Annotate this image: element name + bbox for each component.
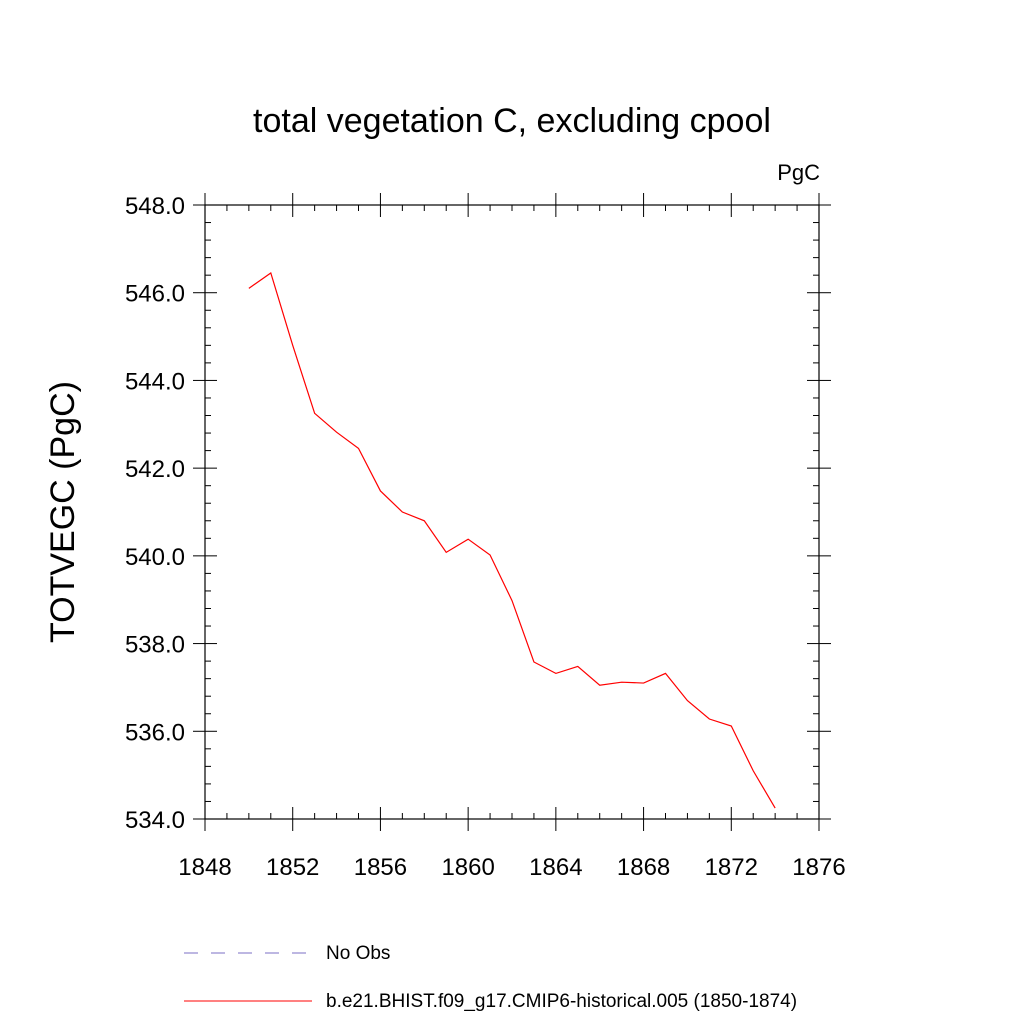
y-tick-label: 548.0 <box>125 193 185 220</box>
plot-area <box>248 272 776 809</box>
y-tick-label: 536.0 <box>125 719 185 746</box>
legend-label-historical: b.e21.BHIST.f09_g17.CMIP6-historical.005… <box>326 991 797 1012</box>
x-tick-label: 1872 <box>705 854 758 881</box>
y-tick-label: 546.0 <box>125 281 185 308</box>
x-tick-label: 1852 <box>266 854 319 881</box>
x-axis: 1848 1852 1856 1860 1864 1868 1872 1876 <box>178 193 846 881</box>
plot-frame <box>204 204 820 820</box>
y-tick-label: 544.0 <box>125 368 185 395</box>
y-tick-label: 542.0 <box>125 456 185 483</box>
legend: No Obs b.e21.BHIST.f09_g17.CMIP6-histori… <box>184 943 797 1012</box>
series-line-1 <box>248 272 776 809</box>
x-tick-label: 1864 <box>529 854 582 881</box>
units-label: PgC <box>777 160 820 185</box>
y-tick-label: 538.0 <box>125 632 185 659</box>
x-tick-label: 1856 <box>354 854 407 881</box>
y-axis: 534.0 536.0 538.0 540.0 542.0 544.0 546.0 548.0 <box>125 193 831 834</box>
y-tick-label: 534.0 <box>125 807 185 834</box>
y-tick-label: 540.0 <box>125 544 185 571</box>
x-tick-label: 1848 <box>178 854 231 881</box>
x-tick-label: 1868 <box>617 854 670 881</box>
x-tick-label: 1876 <box>792 854 845 881</box>
legend-label-no-obs: No Obs <box>326 943 390 964</box>
y-axis-label: TOTVEGC (PgC) <box>44 381 82 643</box>
x-tick-label: 1860 <box>441 854 494 881</box>
chart-title: total vegetation C, excluding cpool <box>253 102 771 140</box>
